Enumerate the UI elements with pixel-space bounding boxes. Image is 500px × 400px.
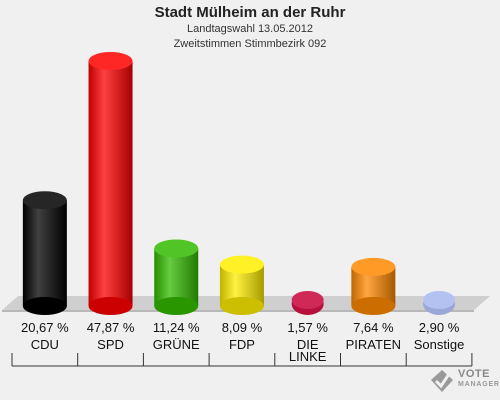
category-label: SPD [97,337,124,352]
value-label: 7,64 % [353,320,394,335]
bar-fdp [219,255,264,315]
bar-spd [88,52,133,315]
category-label: FDP [229,337,255,352]
value-label: 8,09 % [222,320,263,335]
chart-header: Stadt Mülheim an der Ruhr Landtagswahl 1… [0,4,500,52]
value-label: 2,90 % [419,320,460,335]
chart-title: Stadt Mülheim an der Ruhr [154,4,346,21]
bar-cdu [22,191,67,315]
logo-text-vote: VOTE [458,368,490,380]
bar-grüne [154,239,199,315]
value-label: 20,67 % [21,320,69,335]
category-label: Sonstige [414,337,465,352]
category-label: CDU [31,337,59,352]
vote-manager-logo: VOTE MANAGER [428,366,500,398]
chart-subtitle-election: Landtagswahl 13.05.2012 [187,23,313,35]
checkmark-ballot-icon [431,370,453,392]
chart-subtitle-district: Zweitstimmen Stimmbezirk 092 [173,38,327,50]
bar-die-linke [291,291,324,315]
category-label: LINKE [289,349,327,364]
category-label: PIRATEN [346,337,401,352]
category-label: DIE [297,337,319,352]
bar-piraten [351,257,396,315]
value-label: 11,24 % [153,320,200,335]
bar-sonstige [423,291,456,315]
logo-text-manager: MANAGER [458,381,500,388]
category-label: GRÜNE [153,337,200,352]
value-label: 47,87 % [87,320,135,335]
value-label: 1,57 % [287,320,328,335]
